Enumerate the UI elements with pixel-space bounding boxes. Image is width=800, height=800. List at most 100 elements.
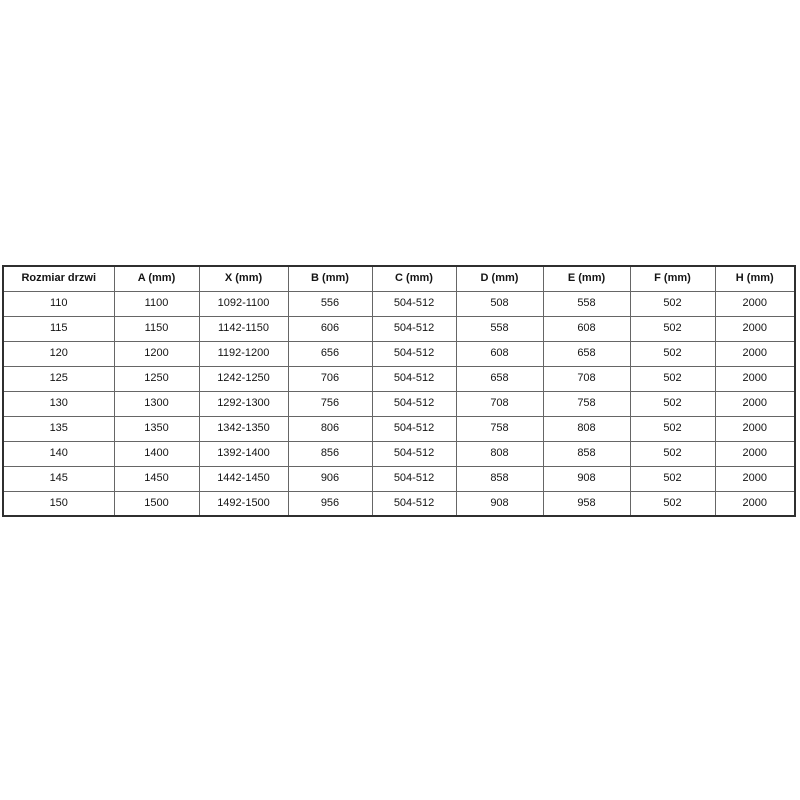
- table-cell: 504-512: [371, 440, 457, 467]
- table-row: 135 1350 1342-1350 806 504-512 758 808 502 2000: [2, 415, 796, 442]
- table-cell: 1092-1100: [198, 290, 289, 317]
- table-cell: 504-512: [371, 415, 457, 442]
- table-cell: 504-512: [371, 465, 457, 492]
- table-cell: 502: [629, 390, 716, 417]
- header-row: Rozmiar drzwi A (mm) X (mm) B (mm) C (mm) D (…: [2, 265, 796, 292]
- table-cell: 502: [629, 340, 716, 367]
- table-cell: 808: [455, 440, 544, 467]
- table-cell: 1150: [113, 315, 200, 342]
- table-cell: 606: [287, 315, 373, 342]
- table-cell: 608: [455, 340, 544, 367]
- table-cell: 145: [2, 465, 115, 492]
- table-cell: 504-512: [371, 290, 457, 317]
- table-cell: 608: [542, 315, 631, 342]
- table-cell: 504-512: [371, 340, 457, 367]
- table-cell: 504-512: [371, 490, 457, 517]
- table-cell: 1400: [113, 440, 200, 467]
- table-cell: 502: [629, 440, 716, 467]
- table-cell: 135: [2, 415, 115, 442]
- table-row: 150 1500 1492-1500 956 504-512 908 958 502 2000: [2, 490, 796, 517]
- table-cell: 658: [542, 340, 631, 367]
- table-cell: 140: [2, 440, 115, 467]
- table-row: 120 1200 1192-1200 656 504-512 608 658 502 2000: [2, 340, 796, 367]
- table-cell: 2000: [714, 290, 796, 317]
- table-cell: 708: [542, 365, 631, 392]
- table-cell: 758: [542, 390, 631, 417]
- table-cell: 1492-1500: [198, 490, 289, 517]
- table-cell: 756: [287, 390, 373, 417]
- table-cell: 1292-1300: [198, 390, 289, 417]
- column-header-x-mm: X (mm): [198, 265, 289, 292]
- table-row: 130 1300 1292-1300 756 504-512 708 758 502 2000: [2, 390, 796, 417]
- table-cell: 2000: [714, 340, 796, 367]
- table-cell: 502: [629, 365, 716, 392]
- table-row: 115 1150 1142-1150 606 504-512 558 608 502 2000: [2, 315, 796, 342]
- table-cell: 125: [2, 365, 115, 392]
- table-cell: 504-512: [371, 390, 457, 417]
- table-cell: 858: [455, 465, 544, 492]
- table-cell: 2000: [714, 490, 796, 517]
- table-cell: 110: [2, 290, 115, 317]
- table-row: 125 1250 1242-1250 706 504-512 658 708 502 2000: [2, 365, 796, 392]
- column-header-e-mm: E (mm): [542, 265, 631, 292]
- table-cell: 958: [542, 490, 631, 517]
- table-cell: 2000: [714, 315, 796, 342]
- table-cell: 2000: [714, 365, 796, 392]
- table-cell: 504-512: [371, 315, 457, 342]
- table-cell: 1450: [113, 465, 200, 492]
- table-cell: 504-512: [371, 365, 457, 392]
- table-cell: 508: [455, 290, 544, 317]
- table-cell: 706: [287, 365, 373, 392]
- table-cell: 658: [455, 365, 544, 392]
- table-cell: 502: [629, 490, 716, 517]
- table-cell: 2000: [714, 465, 796, 492]
- table-cell: 906: [287, 465, 373, 492]
- table-cell: 1442-1450: [198, 465, 289, 492]
- column-header-b-mm: B (mm): [287, 265, 373, 292]
- table-cell: 502: [629, 415, 716, 442]
- table-cell: 1350: [113, 415, 200, 442]
- table-cell: 502: [629, 290, 716, 317]
- column-header-d-mm: D (mm): [455, 265, 544, 292]
- table-cell: 1192-1200: [198, 340, 289, 367]
- table-cell: 556: [287, 290, 373, 317]
- column-header-a-mm: A (mm): [113, 265, 200, 292]
- table-cell: 1250: [113, 365, 200, 392]
- table-cell: 558: [455, 315, 544, 342]
- table-cell: 120: [2, 340, 115, 367]
- column-header-f-mm: F (mm): [629, 265, 716, 292]
- table-body: 110 1100 1092-1100 556 504-512 508 558 502 2000 1…: [2, 290, 796, 517]
- table-cell: 502: [629, 315, 716, 342]
- table-cell: 502: [629, 465, 716, 492]
- table-cell: 908: [542, 465, 631, 492]
- table-cell: 808: [542, 415, 631, 442]
- table-cell: 2000: [714, 415, 796, 442]
- column-header-c-mm: C (mm): [371, 265, 457, 292]
- table-cell: 1242-1250: [198, 365, 289, 392]
- table-cell: 1342-1350: [198, 415, 289, 442]
- column-header-rozmiar-drzwi: Rozmiar drzwi: [2, 265, 115, 292]
- table-cell: 1500: [113, 490, 200, 517]
- table-cell: 806: [287, 415, 373, 442]
- table-cell: 758: [455, 415, 544, 442]
- table-cell: 856: [287, 440, 373, 467]
- table-cell: 956: [287, 490, 373, 517]
- table-cell: 558: [542, 290, 631, 317]
- table-row: 110 1100 1092-1100 556 504-512 508 558 502 2000: [2, 290, 796, 317]
- table-cell: 115: [2, 315, 115, 342]
- table-row: 140 1400 1392-1400 856 504-512 808 858 502 2000: [2, 440, 796, 467]
- table-cell: 1142-1150: [198, 315, 289, 342]
- table-cell: 150: [2, 490, 115, 517]
- column-header-h-mm: H (mm): [714, 265, 796, 292]
- table-cell: 656: [287, 340, 373, 367]
- table-row: 145 1450 1442-1450 906 504-512 858 908 502 2000: [2, 465, 796, 492]
- table-cell: 858: [542, 440, 631, 467]
- table-cell: 2000: [714, 390, 796, 417]
- table-cell: 1392-1400: [198, 440, 289, 467]
- table-cell: 130: [2, 390, 115, 417]
- door-size-spec-table: Rozmiar drzwi A (mm) X (mm) B (mm) C (mm) D (…: [2, 265, 796, 517]
- table-cell: 1300: [113, 390, 200, 417]
- table-cell: 708: [455, 390, 544, 417]
- table-cell: 1100: [113, 290, 200, 317]
- table-cell: 1200: [113, 340, 200, 367]
